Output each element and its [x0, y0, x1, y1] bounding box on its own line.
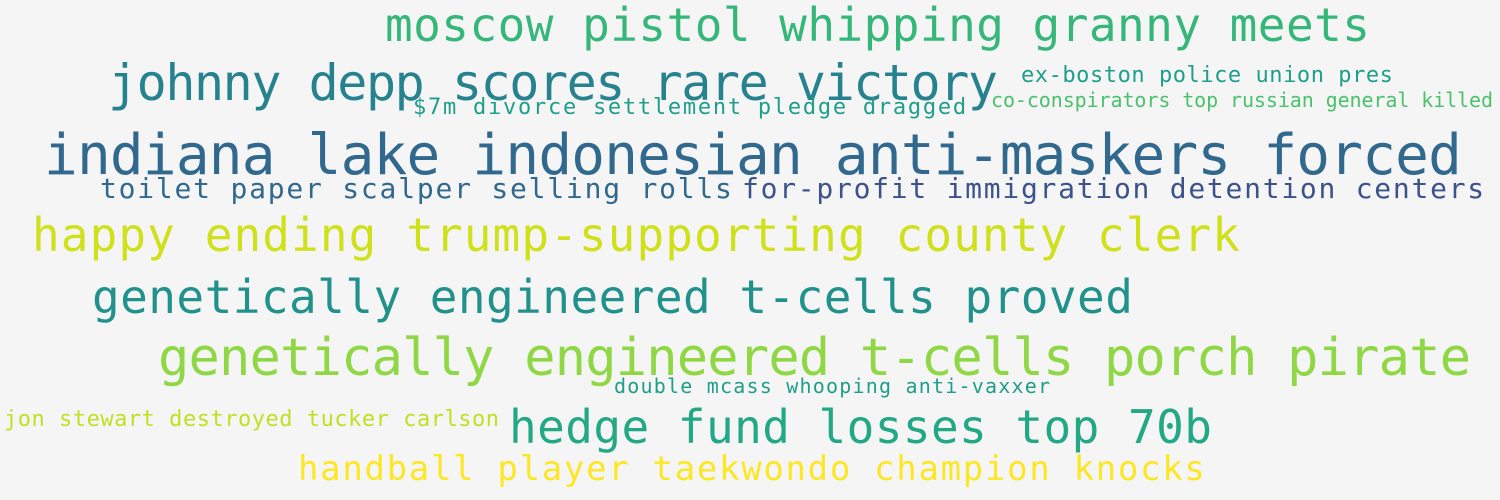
- word-for-profit-immigration: for-profit immigration detention centers: [742, 172, 1486, 205]
- word-hedge-fund: hedge fund losses top 70b: [509, 400, 1213, 454]
- word-tcells-porch-pirate: genetically engineered t-cells porch pir…: [158, 328, 1471, 388]
- word-moscow-pistol: moscow pistol whipping granny meets: [385, 0, 1371, 52]
- word-indiana-lake: indiana lake indonesian anti-maskers for…: [44, 123, 1462, 188]
- word-7m-divorce: $7m divorce settlement pledge dragged: [413, 95, 968, 120]
- word-double-mcass: double mcass whooping anti-vaxxer: [614, 374, 1052, 398]
- word-ex-boston-police: ex-boston police union pres: [1021, 63, 1394, 88]
- word-co-conspirators: co-conspirators top russian general kill…: [991, 88, 1493, 112]
- word-happy-ending: happy ending trump-supporting county cle…: [32, 208, 1241, 262]
- word-toilet-paper: toilet paper scalper selling rolls: [100, 172, 734, 205]
- word-johnny-depp: johnny depp scores rare victory: [108, 54, 998, 112]
- word-handball-player: handball player taekwondo champion knock…: [298, 449, 1207, 489]
- word-jon-stewart: jon stewart destroyed tucker carlson: [4, 407, 500, 432]
- word-tcells-proved: genetically engineered t-cells proved: [92, 270, 1134, 324]
